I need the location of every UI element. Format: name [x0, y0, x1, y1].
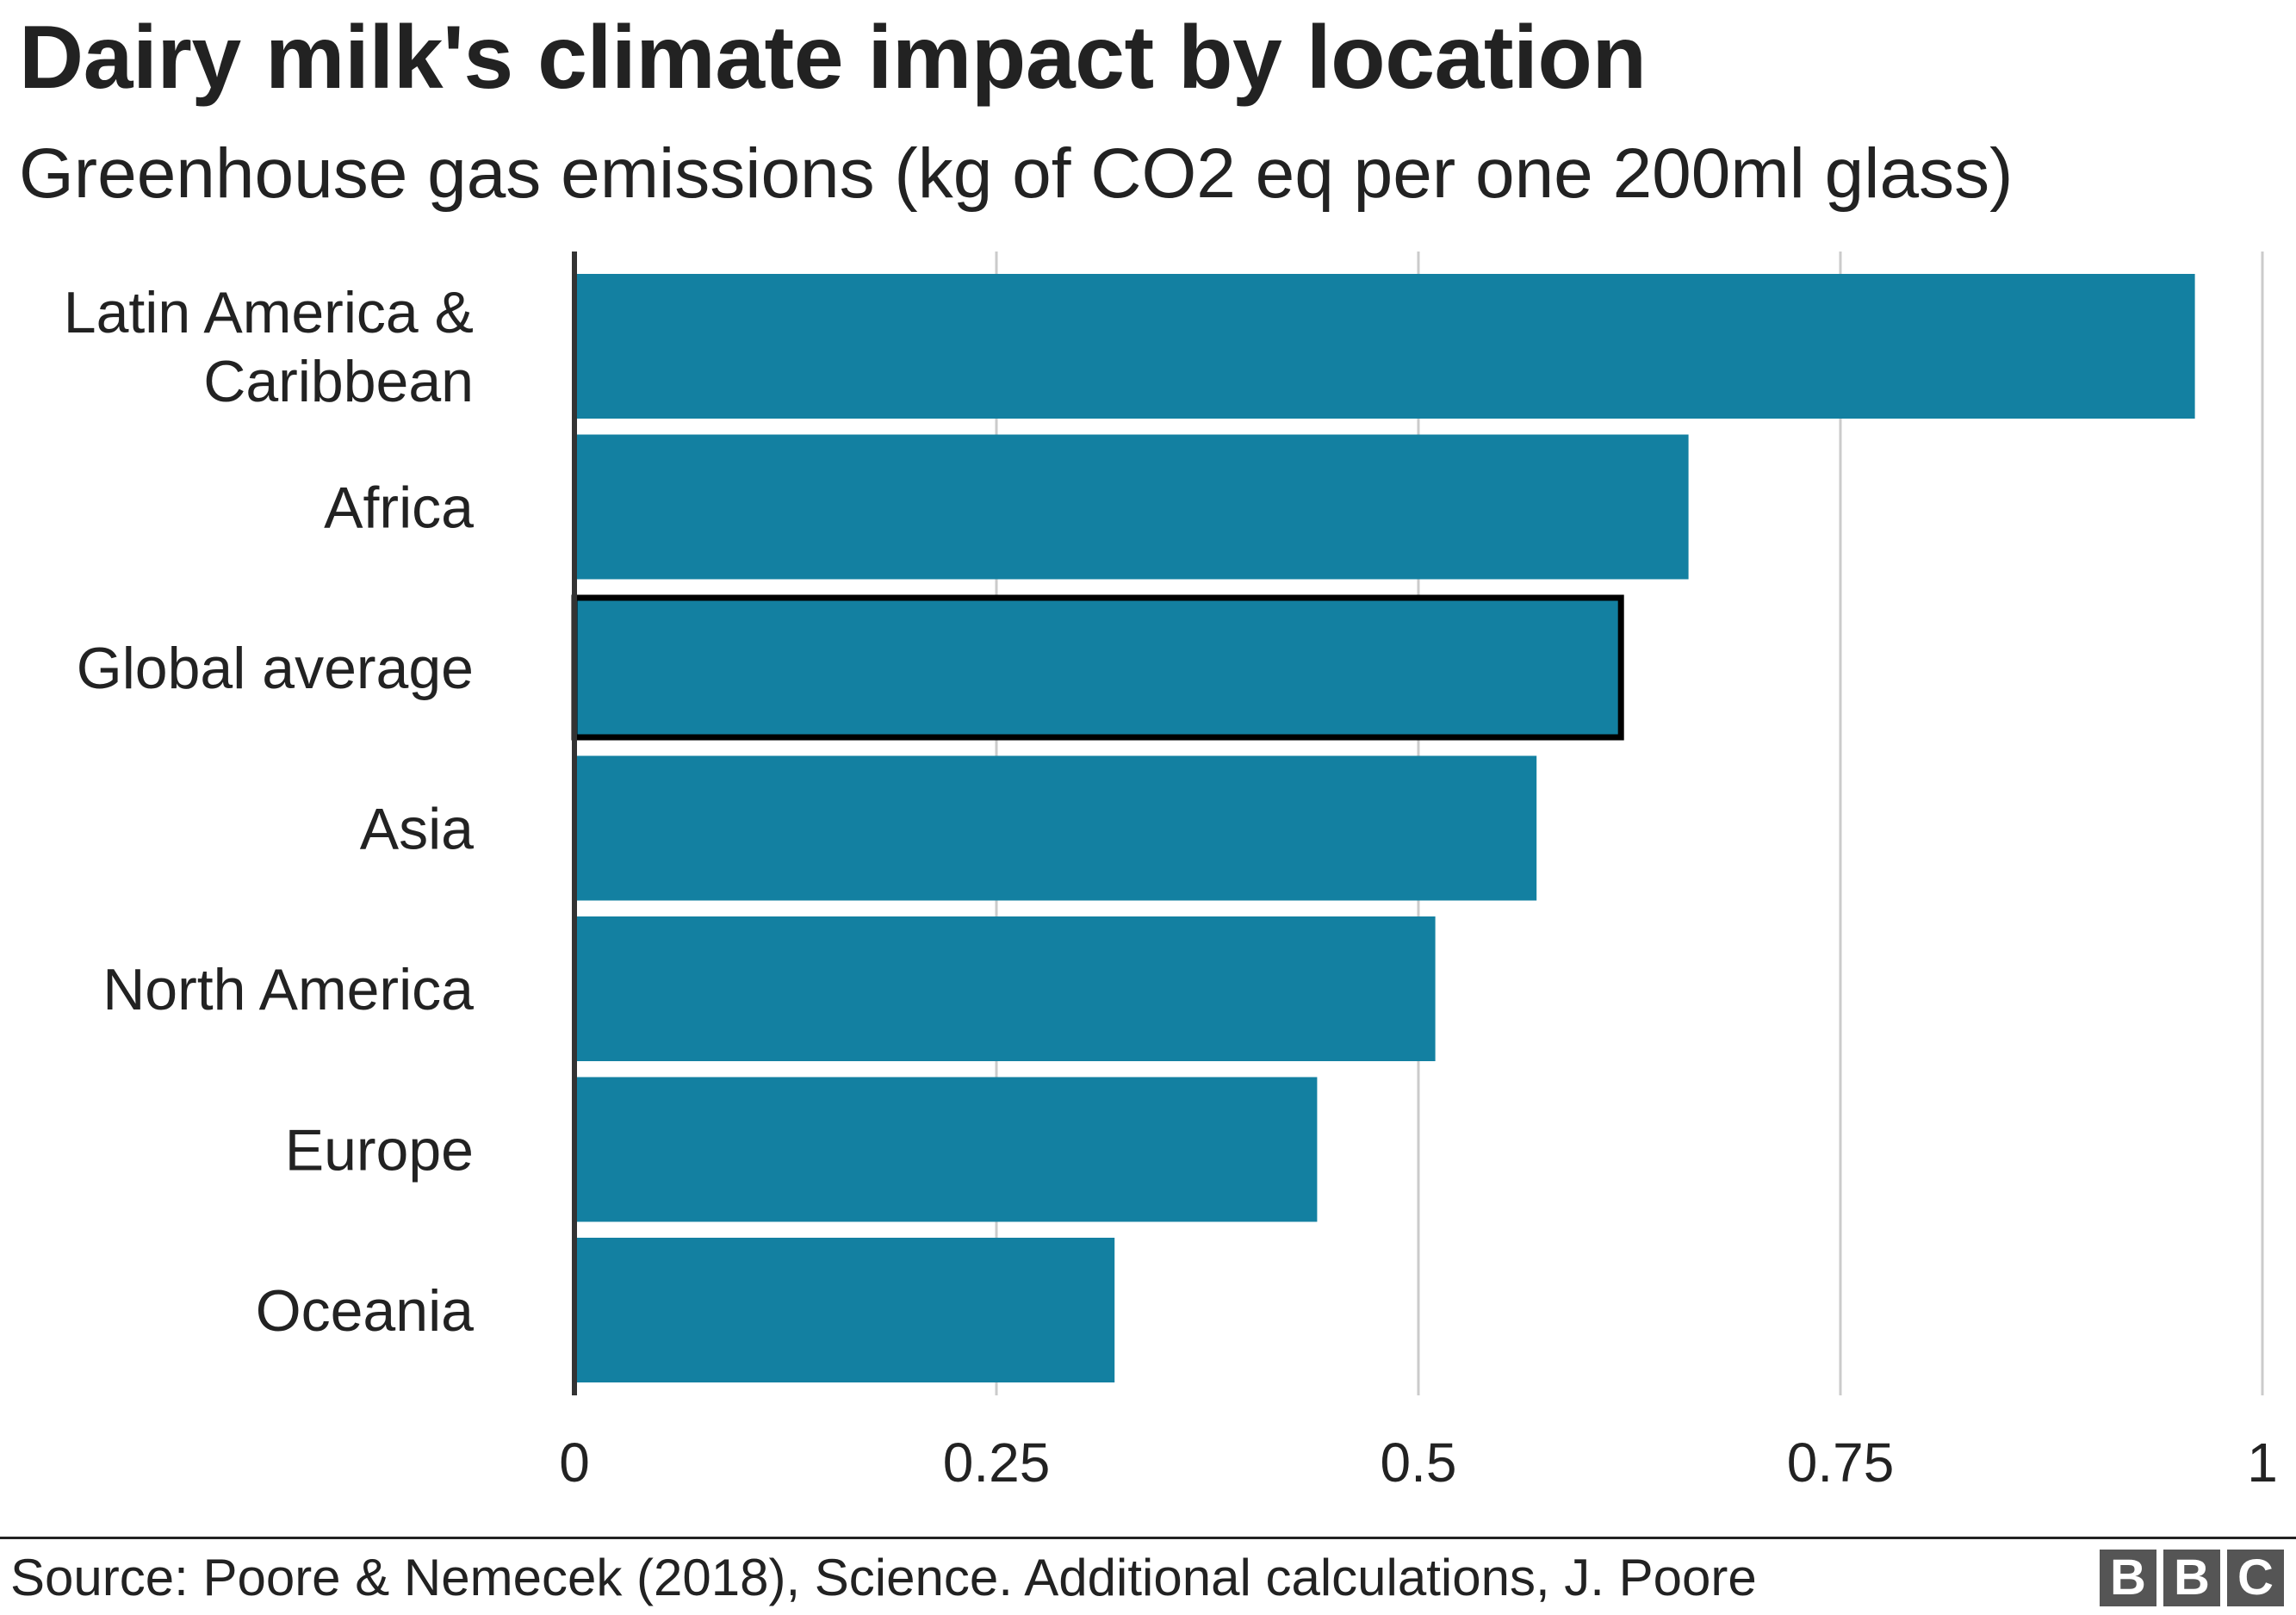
bar: [574, 755, 1537, 901]
bar: [574, 274, 2195, 419]
category-labels: Latin America & Caribbean Africa Global ave…: [64, 280, 474, 1344]
bar: [574, 1077, 1318, 1222]
category-label-line: Latin America &: [64, 280, 474, 345]
category-label: Europe: [285, 1118, 474, 1183]
x-tick-label: 0.25: [943, 1432, 1051, 1494]
bar: [574, 916, 1436, 1061]
category-label: Global average: [77, 636, 474, 701]
category-label: Latin America & Caribbean: [64, 280, 474, 414]
category-label: North America: [102, 957, 474, 1022]
footer-divider: [0, 1537, 2296, 1539]
category-label: Oceania: [256, 1278, 474, 1344]
category-label-line: Caribbean: [203, 349, 474, 414]
bar-chart: Latin America & Caribbean Africa Global ave…: [64, 252, 2278, 1494]
bbc-logo-letter: B: [2100, 1550, 2156, 1606]
x-tick-label: 1: [2247, 1432, 2278, 1494]
category-label-line: North America: [102, 957, 474, 1022]
x-tick-labels: 0 0.25 0.5 0.75 1: [559, 1432, 2278, 1494]
bbc-logo-letter: C: [2227, 1550, 2284, 1606]
x-tick-label: 0.75: [1787, 1432, 1895, 1494]
bar: [574, 434, 1689, 580]
x-tick-label: 0: [559, 1432, 590, 1494]
bar-highlighted: [571, 594, 1624, 741]
source-note: Source: Poore & Nemecek (2018), Science.…: [10, 1549, 1757, 1606]
category-label-line: Global average: [77, 636, 474, 701]
x-tick-label: 0.5: [1381, 1432, 1457, 1494]
category-label-line: Africa: [324, 475, 474, 541]
category-label-line: Oceania: [256, 1278, 474, 1344]
chart-title: Dairy milk's climate impact by location: [19, 8, 1647, 108]
bbc-logo-letter: B: [2163, 1550, 2220, 1606]
category-label-line: Europe: [285, 1118, 474, 1183]
bbc-logo: B B C: [2100, 1550, 2284, 1606]
bars: [571, 274, 2195, 1382]
chart-subtitle: Greenhouse gas emissions (kg of CO2 eq p…: [19, 134, 2014, 213]
bar: [574, 1238, 1115, 1382]
category-label-line: Asia: [360, 797, 474, 862]
category-label: Asia: [360, 797, 474, 862]
category-label: Africa: [324, 475, 474, 541]
